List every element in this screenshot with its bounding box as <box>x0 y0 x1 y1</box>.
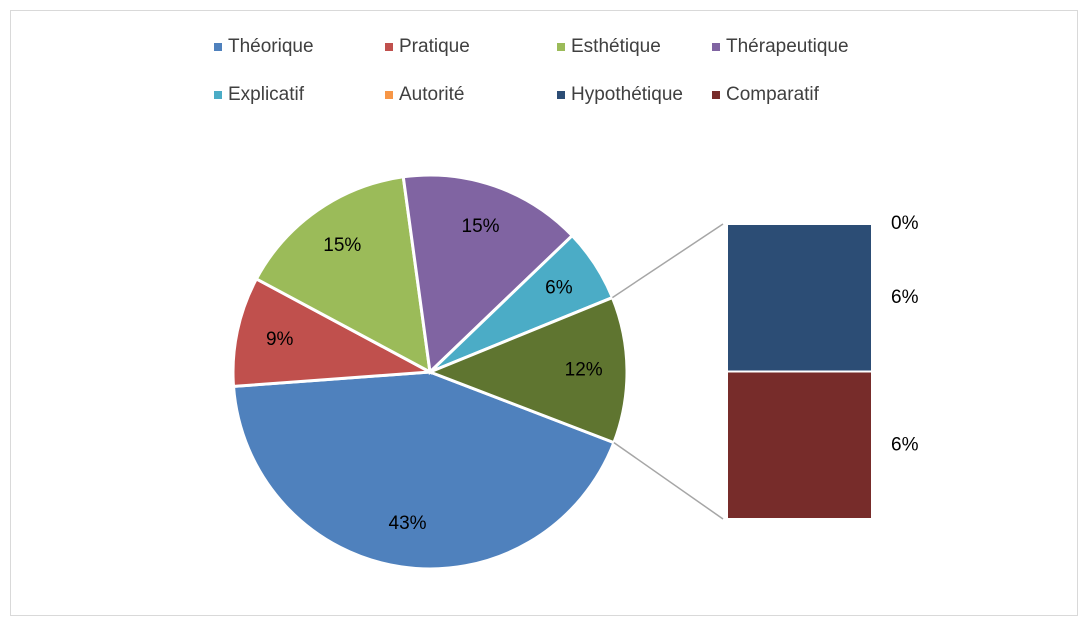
legend-swatch <box>712 43 720 51</box>
pie-slice <box>254 175 432 375</box>
legend-label: Explicatif <box>228 84 305 105</box>
bar-segment <box>726 370 873 520</box>
legend-swatch <box>557 43 565 51</box>
legend-swatch <box>214 91 222 99</box>
legend-swatch <box>214 43 222 51</box>
legend-label: Pratique <box>399 36 470 57</box>
bar-segment <box>726 223 873 373</box>
legend-swatch <box>712 91 720 99</box>
data-label: 15% <box>462 216 500 237</box>
data-label: 6% <box>891 434 919 455</box>
pie-slice <box>231 276 436 389</box>
data-label: 6% <box>891 287 919 308</box>
legend-label: Théorique <box>228 36 314 57</box>
legend-label: Hypothétique <box>571 84 683 105</box>
data-label: 9% <box>266 329 294 350</box>
connector <box>613 441 724 520</box>
pie-slice <box>231 370 616 571</box>
data-label: 0% <box>891 213 919 234</box>
legend-label: Autorité <box>399 84 464 105</box>
legend-label: Esthétique <box>571 36 661 57</box>
data-label: 43% <box>389 513 427 534</box>
legend-label: Thérapeutique <box>726 36 849 57</box>
legend-swatch <box>385 43 393 51</box>
legend-swatch <box>385 91 393 99</box>
data-label: 6% <box>545 277 573 298</box>
legend-swatch <box>557 91 565 99</box>
pie-slice <box>401 173 575 376</box>
legend-label: Comparatif <box>726 84 820 105</box>
data-label: 12% <box>565 359 603 380</box>
pie-slice <box>425 295 629 445</box>
data-label: 15% <box>323 235 361 256</box>
connector <box>611 223 724 299</box>
